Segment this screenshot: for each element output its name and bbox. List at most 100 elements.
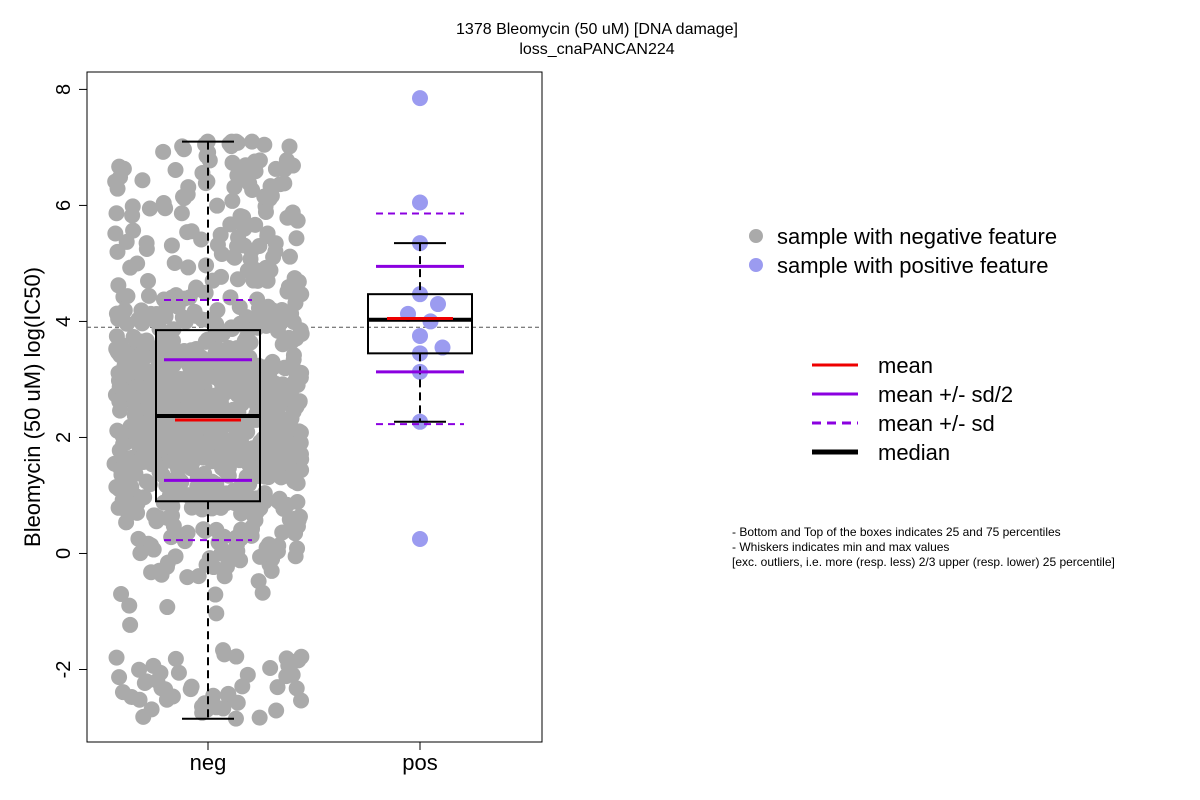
- x-tick-label: pos: [402, 750, 437, 775]
- legend-line-label: mean +/- sd/2: [878, 382, 1013, 407]
- neg-sample-point: [136, 349, 153, 366]
- neg-sample-point: [135, 708, 152, 725]
- neg-sample-point: [198, 147, 215, 164]
- neg-sample-point: [131, 691, 148, 708]
- neg-sample-point: [132, 545, 149, 562]
- neg-sample-point: [138, 240, 155, 257]
- boxes-layer: [155, 140, 473, 720]
- neg-sample-point: [251, 709, 268, 726]
- neg-sample-point: [276, 175, 293, 192]
- neg-sample-point: [159, 599, 176, 616]
- neg-sample-point: [190, 480, 207, 497]
- neg-sample-point: [288, 680, 305, 697]
- y-axis-label: Bleomycin (50 uM) log(IC50): [20, 267, 45, 547]
- neg-sample-point: [139, 451, 156, 468]
- neg-sample-point: [257, 460, 274, 477]
- neg-sample-point: [164, 498, 181, 515]
- neg-sample-point: [213, 545, 230, 562]
- neg-sample-point: [181, 289, 198, 306]
- neg-sample-point: [194, 704, 211, 721]
- neg-sample-point: [120, 451, 137, 468]
- neg-sample-point: [142, 305, 159, 322]
- neg-sample-point: [129, 255, 146, 272]
- neg-sample-point: [166, 254, 183, 271]
- neg-sample-point: [284, 666, 301, 683]
- neg-sample-point: [175, 188, 192, 205]
- neg-sample-point: [141, 476, 158, 493]
- neg-sample-point: [237, 486, 254, 503]
- neg-sample-point: [279, 283, 296, 300]
- neg-sample-point: [138, 673, 155, 690]
- neg-sample-point: [194, 311, 211, 328]
- neg-sample-point: [142, 363, 159, 380]
- neg-sample-point: [170, 441, 187, 458]
- neg-sample-point: [229, 271, 246, 288]
- neg-sample-point: [234, 678, 251, 695]
- pos-sample-point: [412, 194, 428, 211]
- neg-sample-point: [262, 660, 279, 677]
- neg-sample-point: [285, 347, 302, 364]
- neg-sample-point: [119, 288, 136, 305]
- neg-sample-point: [293, 364, 310, 381]
- neg-sample-point: [108, 340, 125, 357]
- neg-sample-point: [155, 194, 172, 211]
- legend-point-marker: [749, 229, 763, 243]
- neg-sample-point: [267, 243, 284, 260]
- neg-sample-point: [199, 331, 216, 348]
- y-tick-label: 2: [53, 432, 75, 443]
- notes: - Bottom and Top of the boxes indicates …: [732, 525, 1115, 569]
- neg-sample-point: [108, 305, 125, 322]
- pos-sample-point: [412, 530, 428, 547]
- neg-sample-point: [214, 387, 231, 404]
- neg-sample-point: [184, 454, 201, 471]
- neg-sample-point: [257, 203, 274, 220]
- neg-sample-point: [140, 287, 157, 304]
- points-layer: [106, 90, 451, 727]
- neg-sample-point: [170, 461, 187, 478]
- pos-sample-point: [434, 339, 451, 356]
- neg-sample-point: [218, 485, 235, 502]
- neg-sample-point: [118, 233, 135, 250]
- neg-sample-point: [180, 259, 197, 276]
- neg-sample-point: [113, 585, 130, 602]
- neg-sample-point: [121, 597, 138, 614]
- neg-sample-point: [279, 209, 296, 226]
- neg-sample-point: [177, 313, 194, 330]
- neg-sample-point: [124, 198, 141, 215]
- legend-points: sample with negative feature sample with …: [749, 224, 1057, 278]
- neg-sample-point: [167, 650, 184, 667]
- neg-sample-point: [244, 133, 261, 150]
- neg-sample-point: [252, 548, 269, 565]
- neg-sample-point: [203, 500, 220, 517]
- neg-sample-point: [173, 205, 190, 222]
- neg-sample-point: [150, 509, 167, 526]
- neg-sample-point: [138, 427, 155, 444]
- neg-sample-point: [264, 302, 281, 319]
- neg-sample-point: [186, 348, 203, 365]
- neg-sample-point: [236, 333, 253, 350]
- legend-line-label: mean: [878, 353, 933, 378]
- y-tick-label: 6: [53, 200, 75, 211]
- neg-sample-point: [126, 390, 143, 407]
- neg-sample-point: [108, 649, 125, 666]
- chart-title: 1378 Bleomycin (50 uM) [DNA damage]: [456, 21, 738, 38]
- neg-sample-point: [229, 167, 246, 184]
- neg-sample-point: [159, 554, 176, 571]
- neg-sample-point: [225, 373, 242, 390]
- neg-sample-point: [182, 681, 199, 698]
- neg-sample-point: [223, 319, 240, 336]
- neg-sample-point: [141, 200, 158, 217]
- neg-sample-point: [259, 225, 276, 242]
- legend-point-label: sample with negative feature: [777, 224, 1057, 249]
- x-axis: neg pos: [190, 742, 438, 775]
- neg-sample-point: [257, 259, 274, 276]
- neg-sample-point: [140, 272, 157, 289]
- neg-sample-point: [269, 679, 286, 696]
- neg-sample-point: [228, 133, 245, 150]
- neg-sample-point: [228, 648, 245, 665]
- neg-sample-point: [151, 464, 168, 481]
- neg-sample-point: [256, 136, 273, 153]
- neg-sample-point: [278, 390, 295, 407]
- neg-sample-point: [199, 388, 216, 405]
- neg-sample-point: [285, 314, 302, 331]
